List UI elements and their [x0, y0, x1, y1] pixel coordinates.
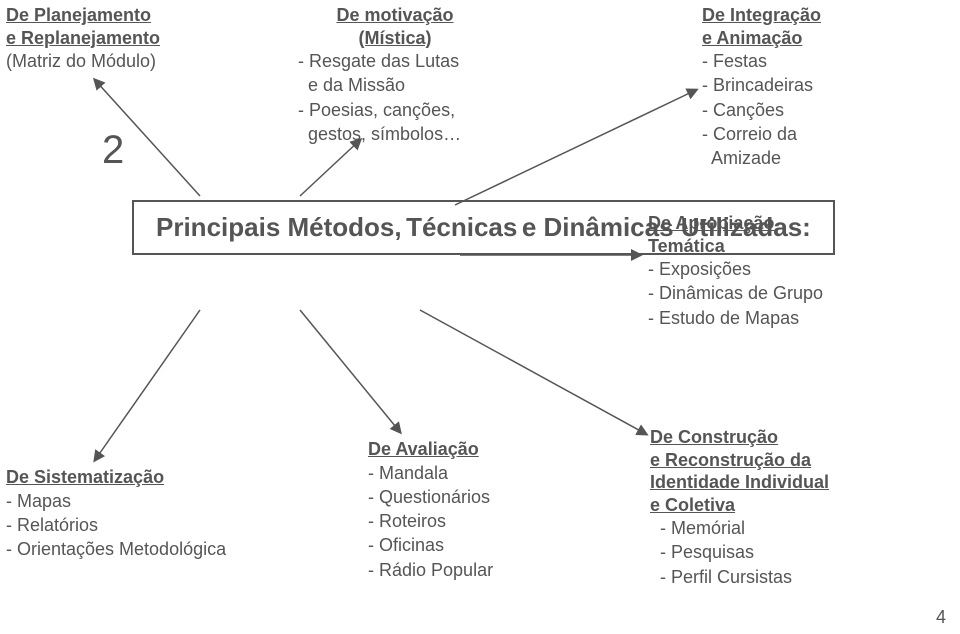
i: - Canções	[702, 98, 821, 122]
title2: e Reconstrução da	[650, 449, 829, 472]
title: De Avaliação	[368, 438, 493, 461]
title3: Identidade Individual	[650, 471, 829, 494]
node-apropiacao: De Apropiação Temática - Exposições - Di…	[648, 212, 823, 330]
i: - Roteiros	[368, 509, 493, 533]
i: - Relatórios	[6, 513, 226, 537]
i: - Orientações Metodológica	[6, 537, 226, 561]
l2: Técnicas	[406, 212, 517, 242]
i: - Oficinas	[368, 533, 493, 557]
node-planejamento: De Planejamento e Replanejamento (Matriz…	[6, 4, 160, 73]
sub: (Matriz do Módulo)	[6, 49, 160, 73]
i: - Rádio Popular	[368, 558, 493, 582]
section-number: 2	[102, 128, 124, 173]
i: - Resgate das Lutas	[298, 49, 510, 73]
page-number: 4	[936, 607, 946, 628]
i: - Pesquisas	[650, 540, 829, 564]
i: - Memórial	[650, 516, 829, 540]
node-sistematizacao: De Sistematização - Mapas - Relatórios -…	[6, 466, 226, 561]
num: 2	[102, 128, 124, 172]
l1: Principais Métodos,	[156, 212, 402, 242]
i: Amizade	[702, 146, 821, 170]
title2: (Mística)	[280, 27, 510, 50]
node-construcao: De Construção e Reconstrução da Identida…	[650, 426, 829, 589]
node-motivacao: De motivação (Mística) - Resgate das Lut…	[280, 4, 510, 146]
i: - Festas	[702, 49, 821, 73]
title: De Planejamento	[6, 4, 160, 27]
node-integracao: De Integração e Animação - Festas - Brin…	[702, 4, 821, 170]
i: e da Missão	[298, 73, 510, 97]
i: - Mapas	[6, 489, 226, 513]
i: - Estudo de Mapas	[648, 306, 823, 330]
i: - Mandala	[368, 461, 493, 485]
title: De Construção	[650, 426, 829, 449]
node-avaliacao: De Avaliação - Mandala - Questionários -…	[368, 438, 493, 582]
title2: e Animação	[702, 27, 821, 50]
title4: e Coletiva	[650, 494, 829, 517]
i: gestos, símbolos…	[298, 122, 510, 146]
i: - Questionários	[368, 485, 493, 509]
i: - Exposições	[648, 257, 823, 281]
i: - Correio da	[702, 122, 821, 146]
title2: Temática	[648, 235, 823, 258]
i: - Brincadeiras	[702, 73, 821, 97]
i: - Poesias, canções,	[298, 98, 510, 122]
title: De Apropiação	[648, 212, 823, 235]
title: De motivação	[280, 4, 510, 27]
title: De Integração	[702, 4, 821, 27]
title: De Sistematização	[6, 466, 226, 489]
title2: e Replanejamento	[6, 27, 160, 50]
i: - Perfil Cursistas	[650, 565, 829, 589]
i: - Dinâmicas de Grupo	[648, 281, 823, 305]
